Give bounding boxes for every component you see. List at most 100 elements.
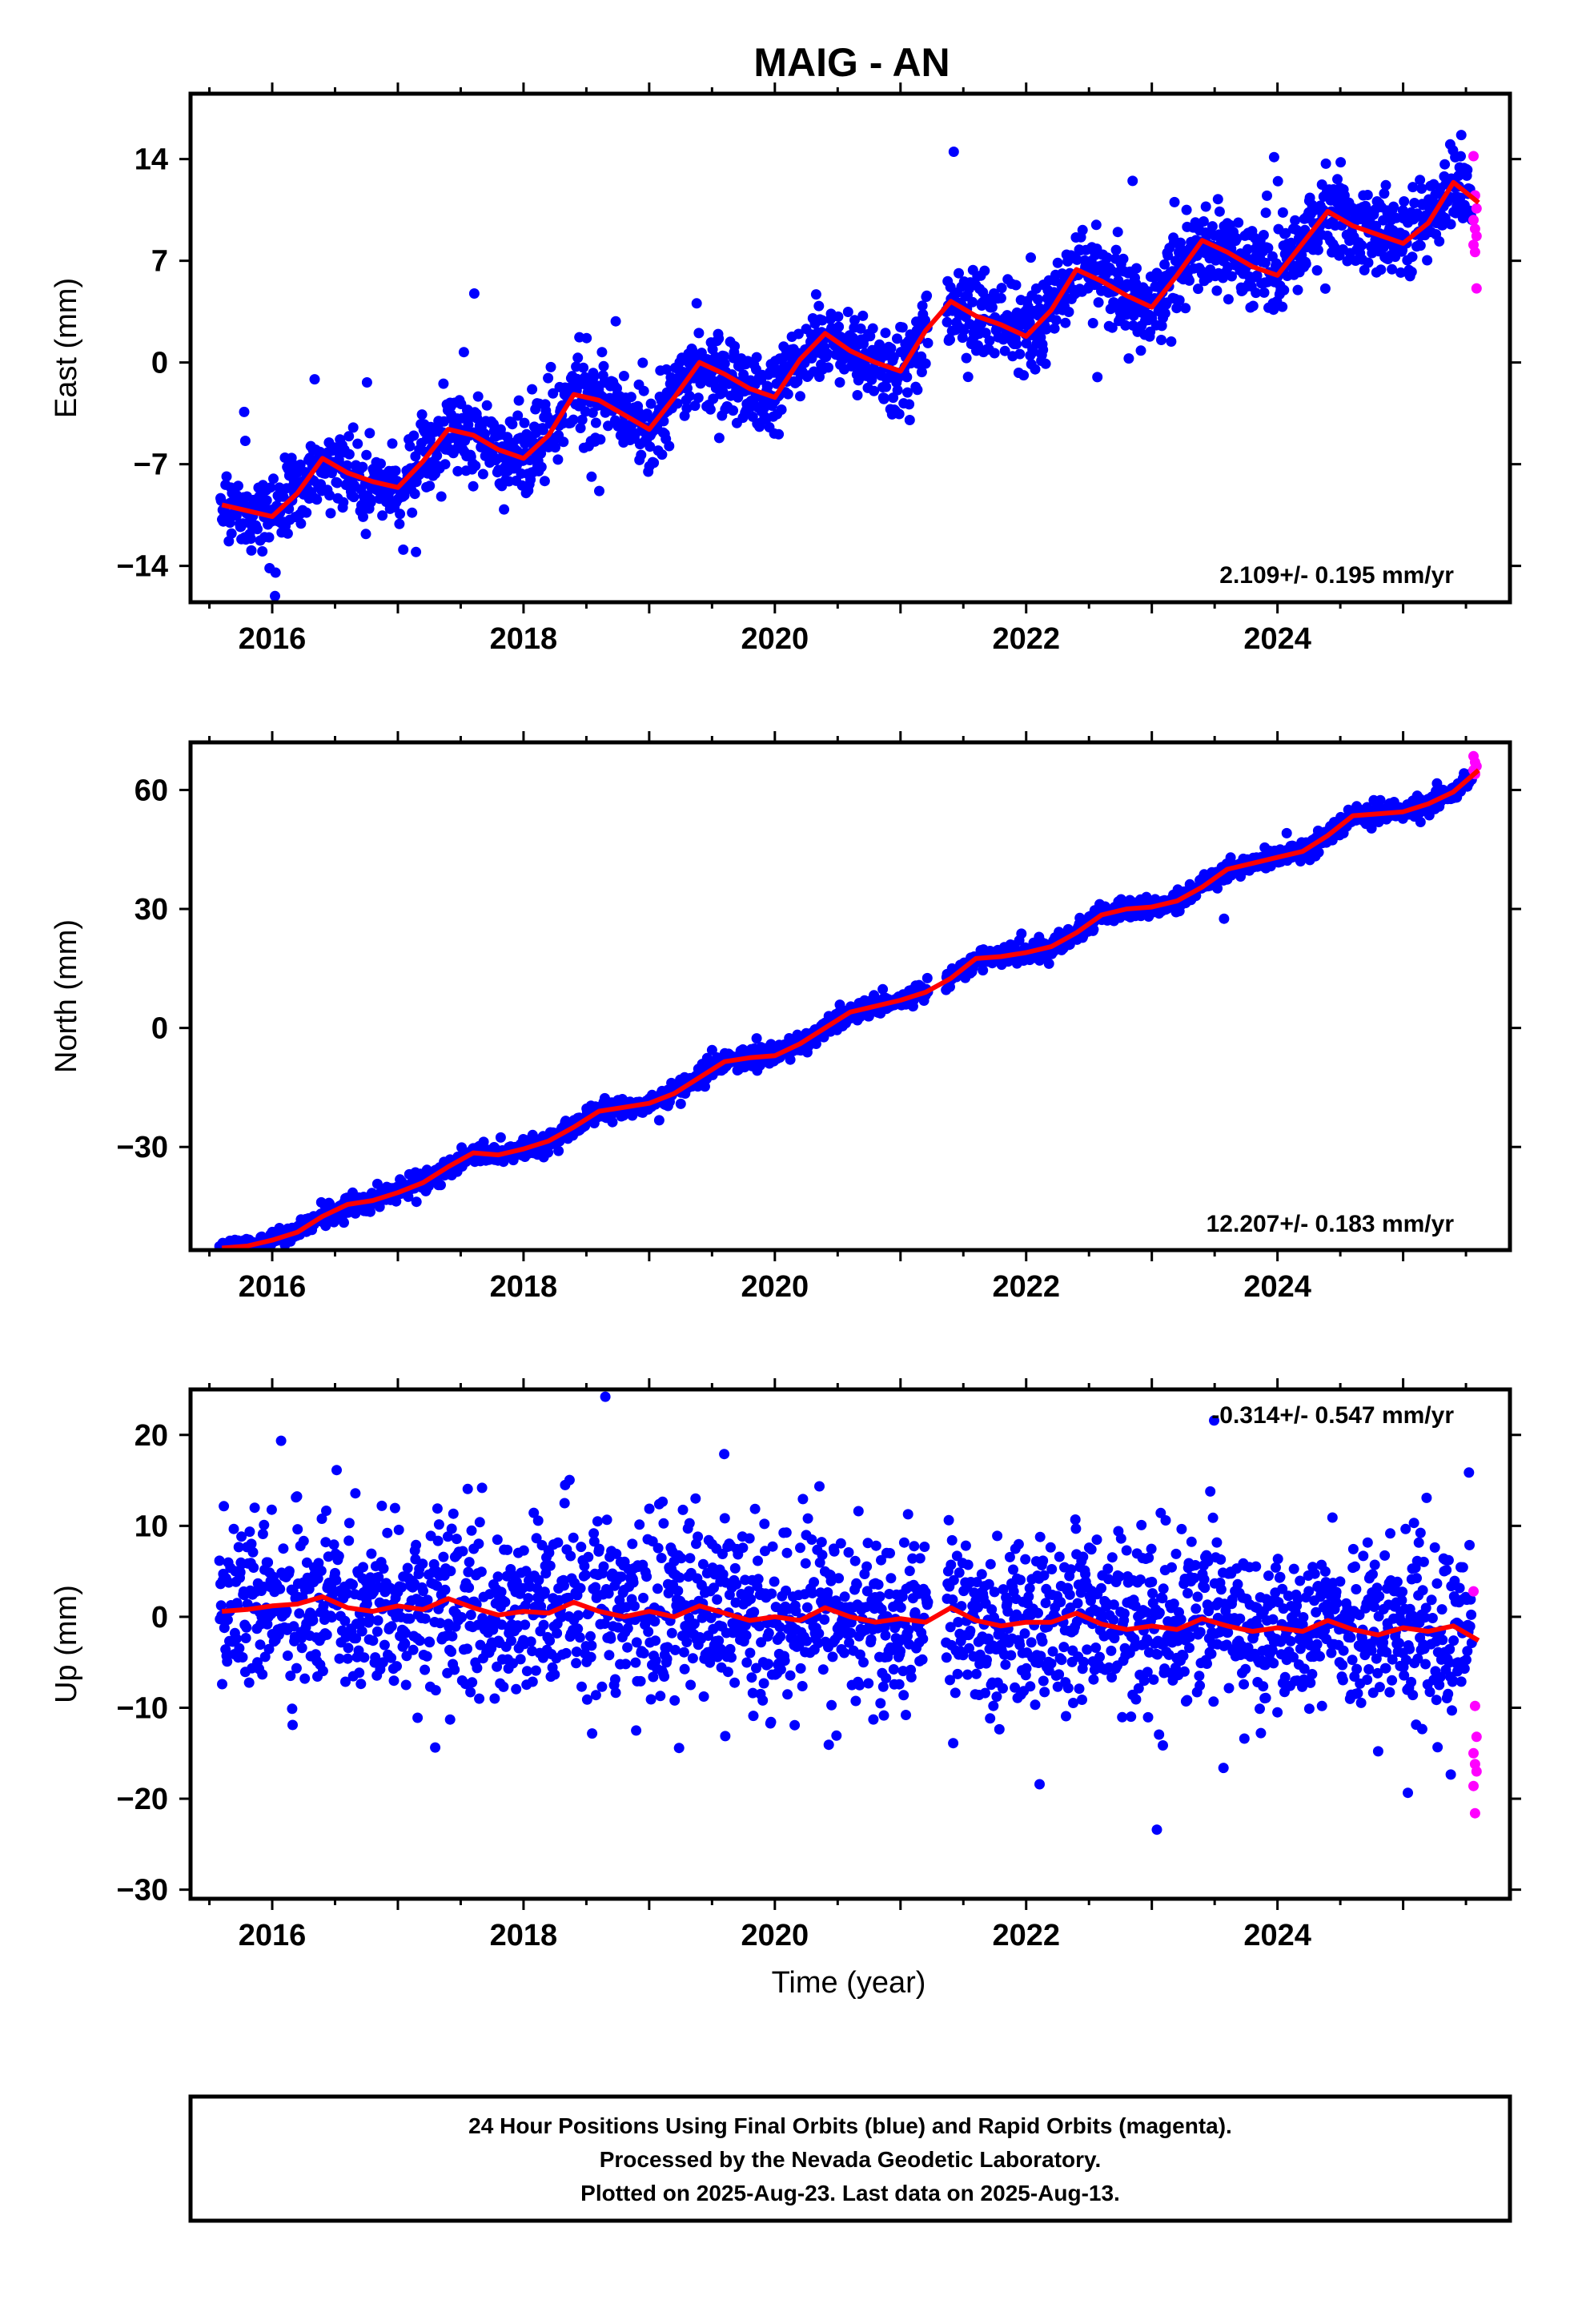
east-rapid-point <box>1471 203 1482 214</box>
east-rate-label: 2.109+/- 0.195 mm/yr <box>1219 562 1454 589</box>
east-final-point <box>1200 201 1211 212</box>
east-final-point <box>813 300 825 312</box>
up-final-point <box>411 1539 422 1550</box>
east-final-point <box>893 408 905 420</box>
east-rapid-point <box>1471 231 1482 242</box>
up-final-point <box>506 1635 516 1647</box>
east-final-point <box>492 453 503 464</box>
east-final-point <box>590 417 601 428</box>
east-final-point <box>1156 335 1166 345</box>
east-final-point <box>897 322 908 333</box>
north-final-point <box>706 1044 717 1055</box>
east-final-point <box>713 432 725 444</box>
up-final-point <box>549 1669 560 1680</box>
up-final-point <box>287 1719 298 1731</box>
east-final-point <box>1231 233 1243 244</box>
east-final-point <box>961 352 972 364</box>
east-final-point <box>1049 323 1060 334</box>
east-final-point <box>823 362 833 373</box>
east-final-point <box>1263 243 1274 254</box>
east-final-point <box>1077 224 1088 235</box>
up-final-point <box>350 1488 361 1499</box>
east-final-point <box>1169 196 1180 207</box>
up-final-point <box>334 1653 345 1664</box>
east-final-point <box>411 546 422 557</box>
east-final-point <box>598 360 609 372</box>
up-final-point <box>520 1619 531 1630</box>
east-final-point <box>879 392 890 404</box>
east-rapid-point <box>1468 151 1479 162</box>
east-final-point <box>295 459 306 470</box>
east-final-point <box>301 507 312 518</box>
north-final-point <box>1088 924 1099 935</box>
north-final-point <box>553 1145 564 1156</box>
east-frame <box>188 91 1512 605</box>
east-final-point <box>1223 294 1234 305</box>
east-final-point <box>962 372 974 383</box>
chart-title: MAIG - AN <box>753 40 950 85</box>
east-final-point <box>1262 190 1272 201</box>
up-final-point <box>447 1630 458 1642</box>
up-final-point <box>544 1547 555 1558</box>
up-final-point <box>538 1619 549 1630</box>
up-final-point <box>544 1635 556 1647</box>
east-final-point <box>892 333 902 344</box>
north-final-point <box>653 1115 665 1126</box>
up-final-point <box>492 1534 503 1546</box>
east-final-point <box>1260 207 1271 219</box>
up-final-point <box>438 1551 449 1562</box>
up-final-point <box>492 1571 504 1582</box>
up-final-point <box>342 1653 353 1664</box>
x-tick-label: 2018 <box>490 1270 558 1304</box>
up-final-point <box>248 1562 259 1573</box>
east-final-point <box>440 459 451 470</box>
east-final-point <box>693 328 705 339</box>
east-final-point <box>901 372 913 383</box>
up-final-point <box>321 1629 332 1640</box>
east-final-point <box>855 323 866 334</box>
east-final-point <box>1227 271 1237 282</box>
east-final-point <box>795 391 805 402</box>
east-final-point <box>1120 320 1131 331</box>
east-final-point <box>833 321 845 332</box>
up-final-point <box>508 1658 519 1669</box>
east-final-point <box>361 377 372 388</box>
x-tick-label: 2022 <box>992 1270 1060 1304</box>
north-frame <box>188 740 1512 1252</box>
y-tick-label: 30 <box>135 893 168 927</box>
up-final-point <box>421 1651 432 1662</box>
east-final-point <box>578 362 589 373</box>
up-final-point <box>476 1566 487 1578</box>
east-final-point <box>1311 265 1323 276</box>
east-final-point <box>1399 196 1410 207</box>
up-final-point <box>451 1534 462 1545</box>
up-final-point <box>393 1524 404 1535</box>
east-fit-line <box>221 179 1480 519</box>
east-final-point <box>377 510 388 521</box>
east-final-point <box>1363 257 1374 268</box>
up-final-point <box>418 1586 428 1597</box>
east-final-point <box>239 436 251 446</box>
east-final-point <box>404 440 416 452</box>
east-final-point <box>439 416 450 427</box>
up-final-point <box>496 1586 507 1598</box>
east-final-point <box>470 460 481 472</box>
up-final-point <box>343 1535 355 1546</box>
east-final-point <box>610 316 621 327</box>
east-final-point <box>1198 216 1209 227</box>
north-final-point <box>1281 827 1292 838</box>
east-final-point <box>550 442 560 453</box>
east-final-point <box>984 335 995 346</box>
east-rapid-point <box>1469 247 1480 258</box>
up-final-point <box>528 1507 540 1518</box>
east-y-axis-label: East (mm) <box>50 278 83 418</box>
east-final-point <box>507 419 518 430</box>
north-final-point <box>877 983 889 995</box>
east-final-point <box>1214 206 1225 217</box>
east-final-point <box>849 315 860 326</box>
up-final-point <box>412 1712 424 1723</box>
east-final-point <box>644 441 656 452</box>
east-final-point <box>581 332 592 344</box>
up-final-point <box>241 1622 252 1633</box>
